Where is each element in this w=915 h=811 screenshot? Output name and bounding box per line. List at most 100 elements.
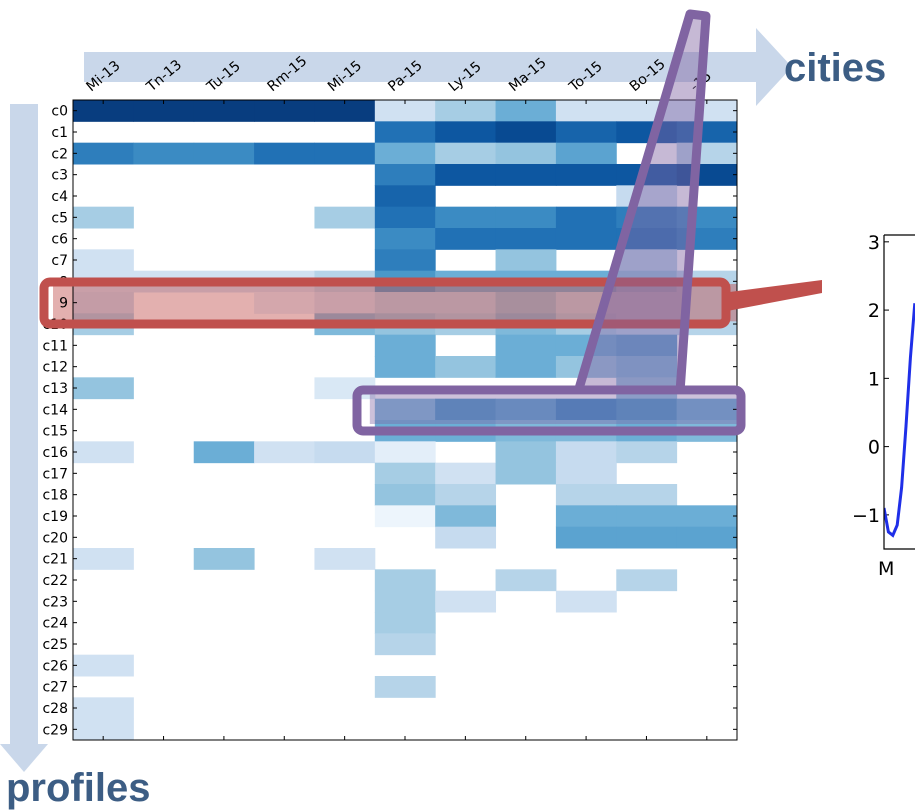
heatmap-cell (555, 526, 617, 549)
row-tick-label: c29 (42, 722, 68, 738)
heatmap-cell (254, 142, 315, 165)
row-tick-label: c2 (51, 146, 68, 162)
purple-callout (352, 9, 746, 436)
heatmap-cell (73, 441, 134, 464)
inset-x-tick-label: M (878, 558, 894, 580)
heatmap-cell (676, 526, 738, 549)
heatmap-cell (616, 569, 678, 592)
inset-y-tick-label: −1 (852, 505, 880, 527)
row-tick-labels: c0c1c2c3c4c5c6c7c89c10c11c12c13c14c15c16… (42, 104, 737, 738)
row-tick-label: c27 (42, 680, 68, 696)
heatmap-cell (435, 356, 497, 378)
row-tick-label: c6 (51, 232, 68, 248)
heatmap-cell (435, 398, 497, 421)
heatmap-cell (374, 569, 436, 592)
heatmap-cell (555, 164, 617, 186)
heatmap-cell (435, 462, 497, 485)
heatmap-cell (374, 462, 436, 485)
row-tick-label: c0 (51, 104, 68, 120)
heatmap-cell (73, 654, 134, 677)
heatmap-cell (616, 505, 678, 528)
row-tick-label: c11 (42, 338, 68, 354)
heatmap-cell (374, 100, 436, 122)
row-tick-label: c21 (42, 552, 68, 568)
heatmap-cell (616, 484, 678, 506)
heatmap-cell (374, 398, 436, 421)
inset-y-tick-label: 2 (868, 300, 880, 322)
row-tick-label: c4 (51, 189, 68, 205)
heatmap-cell (495, 249, 557, 272)
heatmap-cell (133, 142, 195, 165)
heatmap-cell (555, 505, 617, 528)
heatmap-cell (616, 356, 678, 378)
heatmap-cell (374, 441, 436, 464)
cities-arrow-shaft (84, 52, 756, 82)
heatmap-cell (314, 548, 376, 570)
heatmap-cell (495, 292, 557, 314)
heatmap-cell (73, 100, 134, 122)
heatmap-cell (374, 633, 436, 656)
heatmap-cell (73, 206, 134, 229)
heatmap-cell (555, 206, 617, 229)
heatmap-cell (435, 164, 497, 186)
heatmap-cell (193, 142, 255, 165)
row-tick-label: c16 (42, 445, 68, 461)
inset-y-tick-label: 0 (868, 437, 880, 459)
heatmap-cell (555, 441, 617, 464)
heatmap-cell (495, 398, 557, 421)
heatmap-cell (616, 334, 678, 357)
heatmap-cell (435, 484, 497, 506)
row-tick-label: c19 (42, 509, 68, 525)
heatmap: c0c1c2c3c4c5c6c7c89c10c11c12c13c14c15c16… (42, 53, 738, 741)
row-tick-label: c14 (42, 402, 68, 418)
heatmap-cell (555, 100, 617, 122)
inset-y-tick-label: 1 (868, 368, 880, 390)
heatmap-cell (435, 142, 497, 165)
heatmap-cell (314, 100, 376, 122)
heatmap-cell (374, 484, 436, 506)
heatmap-cell (254, 292, 315, 314)
row-tick-label: c13 (42, 381, 68, 397)
heatmap-cell (555, 228, 617, 250)
profiles-label: profiles (6, 766, 150, 810)
heatmap-cell (374, 142, 436, 165)
inset-series-line (884, 303, 915, 538)
callout-pointer (722, 280, 822, 312)
heatmap-cell (374, 612, 436, 634)
heatmap-cell (314, 292, 376, 314)
heatmap-cell (374, 185, 436, 208)
heatmap-cell (616, 292, 678, 314)
row-tick-label: c24 (42, 616, 68, 632)
heatmap-cell (374, 676, 436, 698)
profiles-arrow (0, 104, 48, 772)
heatmap-cell (374, 249, 436, 272)
heatmap-cell (374, 206, 436, 229)
heatmap-cell (73, 377, 134, 400)
heatmap-cell (555, 590, 617, 613)
heatmap-cell (676, 121, 738, 144)
heatmap-cell (193, 100, 255, 122)
heatmap-cell (495, 142, 557, 165)
heatmap-cell (193, 441, 255, 464)
row-tick-label: c28 (42, 701, 68, 717)
heatmap-cell (73, 718, 134, 741)
profiles-arrow-head (0, 744, 48, 772)
heatmap-cell (495, 334, 557, 357)
cities-arrow-head (756, 28, 792, 106)
heatmap-cell (435, 292, 497, 314)
cities-arrow (84, 28, 792, 106)
row-tick-label: c20 (42, 530, 68, 546)
heatmap-cell (374, 292, 436, 314)
heatmap-cell (555, 398, 617, 421)
heatmap-cell (133, 100, 195, 122)
row-tick-label: c12 (42, 360, 68, 376)
heatmap-cell (555, 121, 617, 144)
row-tick-label: c15 (42, 424, 68, 440)
heatmap-cell (374, 164, 436, 186)
heatmap-cell (73, 142, 134, 165)
heatmap-cell (374, 590, 436, 613)
heatmap-cell (495, 206, 557, 229)
heatmap-cell (435, 590, 497, 613)
row-tick-label: c23 (42, 594, 68, 610)
heatmap-cell (374, 121, 436, 144)
